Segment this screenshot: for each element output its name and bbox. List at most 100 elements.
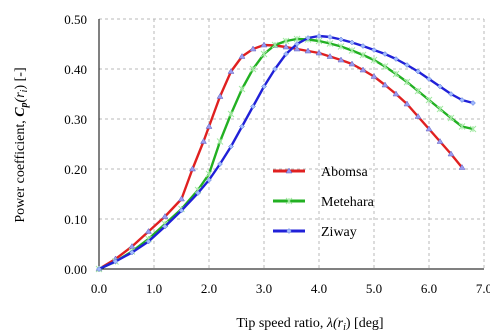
y-axis-title-unit: [-] <box>13 67 28 85</box>
y-tick-label: 0.00 <box>64 262 87 277</box>
data-point <box>371 47 377 53</box>
data-point <box>315 37 323 45</box>
x-tick-label: 5.0 <box>366 281 382 296</box>
data-point <box>426 76 432 82</box>
data-point <box>162 223 168 230</box>
y-tick-label: 0.10 <box>64 212 87 227</box>
data-point <box>200 138 207 144</box>
data-point <box>381 81 389 88</box>
data-point <box>459 97 465 103</box>
series-line-ziway <box>98 34 474 271</box>
data-point <box>178 207 185 214</box>
data-point <box>145 228 152 234</box>
data-point <box>112 258 119 265</box>
data-point <box>239 123 245 130</box>
data-point <box>227 110 235 118</box>
data-point <box>458 123 466 130</box>
data-point <box>436 138 444 144</box>
data-point <box>316 33 322 39</box>
y-tick-label: 0.20 <box>64 162 87 177</box>
x-tick-label: 2.0 <box>201 281 217 296</box>
data-point <box>403 78 411 86</box>
x-tick-labels: 0.0 1.0 2.0 3.0 4.0 5.0 6.0 7.0 <box>91 281 490 296</box>
data-point <box>283 51 289 57</box>
x-axis-title-prefix: Tip speed ratio, <box>236 316 326 331</box>
data-point <box>293 35 301 43</box>
data-point <box>304 47 312 54</box>
data-point <box>305 35 311 41</box>
data-point <box>326 40 334 47</box>
data-point <box>425 96 433 104</box>
y-tick-label: 0.30 <box>64 112 87 127</box>
legend-label-metehara: Metehara <box>321 195 375 210</box>
data-point <box>425 125 433 132</box>
data-point <box>447 150 455 157</box>
data-point <box>392 90 400 97</box>
axes <box>98 19 484 270</box>
data-point <box>238 85 246 93</box>
legend-item-metehara: Metehara <box>273 195 375 210</box>
data-point <box>382 51 388 57</box>
x-axis-title-close: ) <box>346 316 351 331</box>
x-tick-label: 6.0 <box>421 281 437 296</box>
legend-label-ziway: Ziway <box>321 225 357 240</box>
data-point <box>189 165 196 172</box>
x-axis-title-symbol: λ(r <box>326 316 344 331</box>
data-point <box>96 266 102 272</box>
data-point <box>359 66 367 73</box>
data-point <box>436 105 444 113</box>
data-point <box>206 177 212 183</box>
data-point <box>260 50 268 58</box>
x-tick-label: 0.0 <box>91 281 107 296</box>
data-point <box>161 213 169 219</box>
data-point <box>448 91 454 97</box>
x-tick-label: 3.0 <box>256 281 272 296</box>
data-point <box>285 167 293 174</box>
data-point <box>238 53 246 59</box>
grid <box>99 18 485 269</box>
data-point <box>447 114 455 122</box>
legend-item-abomsa: Abomsa <box>273 165 368 180</box>
data-point <box>216 93 224 99</box>
data-point <box>285 197 293 205</box>
x-tick-label: 1.0 <box>146 281 162 296</box>
data-point <box>370 56 378 64</box>
x-axis-title-unit: [deg] <box>351 316 384 331</box>
data-point <box>272 66 278 72</box>
data-point <box>294 41 300 47</box>
data-point <box>458 164 466 170</box>
y-tick-label: 0.40 <box>64 62 87 77</box>
data-point <box>393 56 399 62</box>
data-point <box>217 161 223 167</box>
data-point <box>145 238 152 245</box>
legend-label-abomsa: Abomsa <box>321 165 368 180</box>
y-axis-title-symbol-sub: p <box>19 102 30 108</box>
data-point <box>359 51 367 59</box>
data-point <box>415 68 421 75</box>
x-tick-label: 4.0 <box>311 281 327 296</box>
data-point <box>403 100 411 107</box>
data-point <box>414 87 422 95</box>
data-point <box>327 34 333 40</box>
data-point <box>261 83 267 90</box>
data-point <box>250 103 256 110</box>
series-ziway <box>96 33 476 272</box>
legend-item-ziway: Ziway <box>273 225 357 240</box>
data-point <box>195 190 201 196</box>
data-point <box>337 56 345 63</box>
data-point <box>338 36 344 43</box>
x-tick-label: 7.0 <box>476 281 490 296</box>
data-point <box>360 43 366 49</box>
data-point <box>260 41 268 48</box>
data-point <box>178 195 185 202</box>
data-point <box>414 113 422 119</box>
data-point <box>227 68 235 74</box>
data-point <box>249 65 257 73</box>
data-point <box>205 123 213 129</box>
data-point <box>348 60 356 67</box>
data-point <box>470 100 476 106</box>
y-tick-labels: 0.00 0.10 0.20 0.30 0.40 0.50 <box>64 12 87 277</box>
data-point <box>282 37 290 45</box>
data-point <box>370 73 378 79</box>
